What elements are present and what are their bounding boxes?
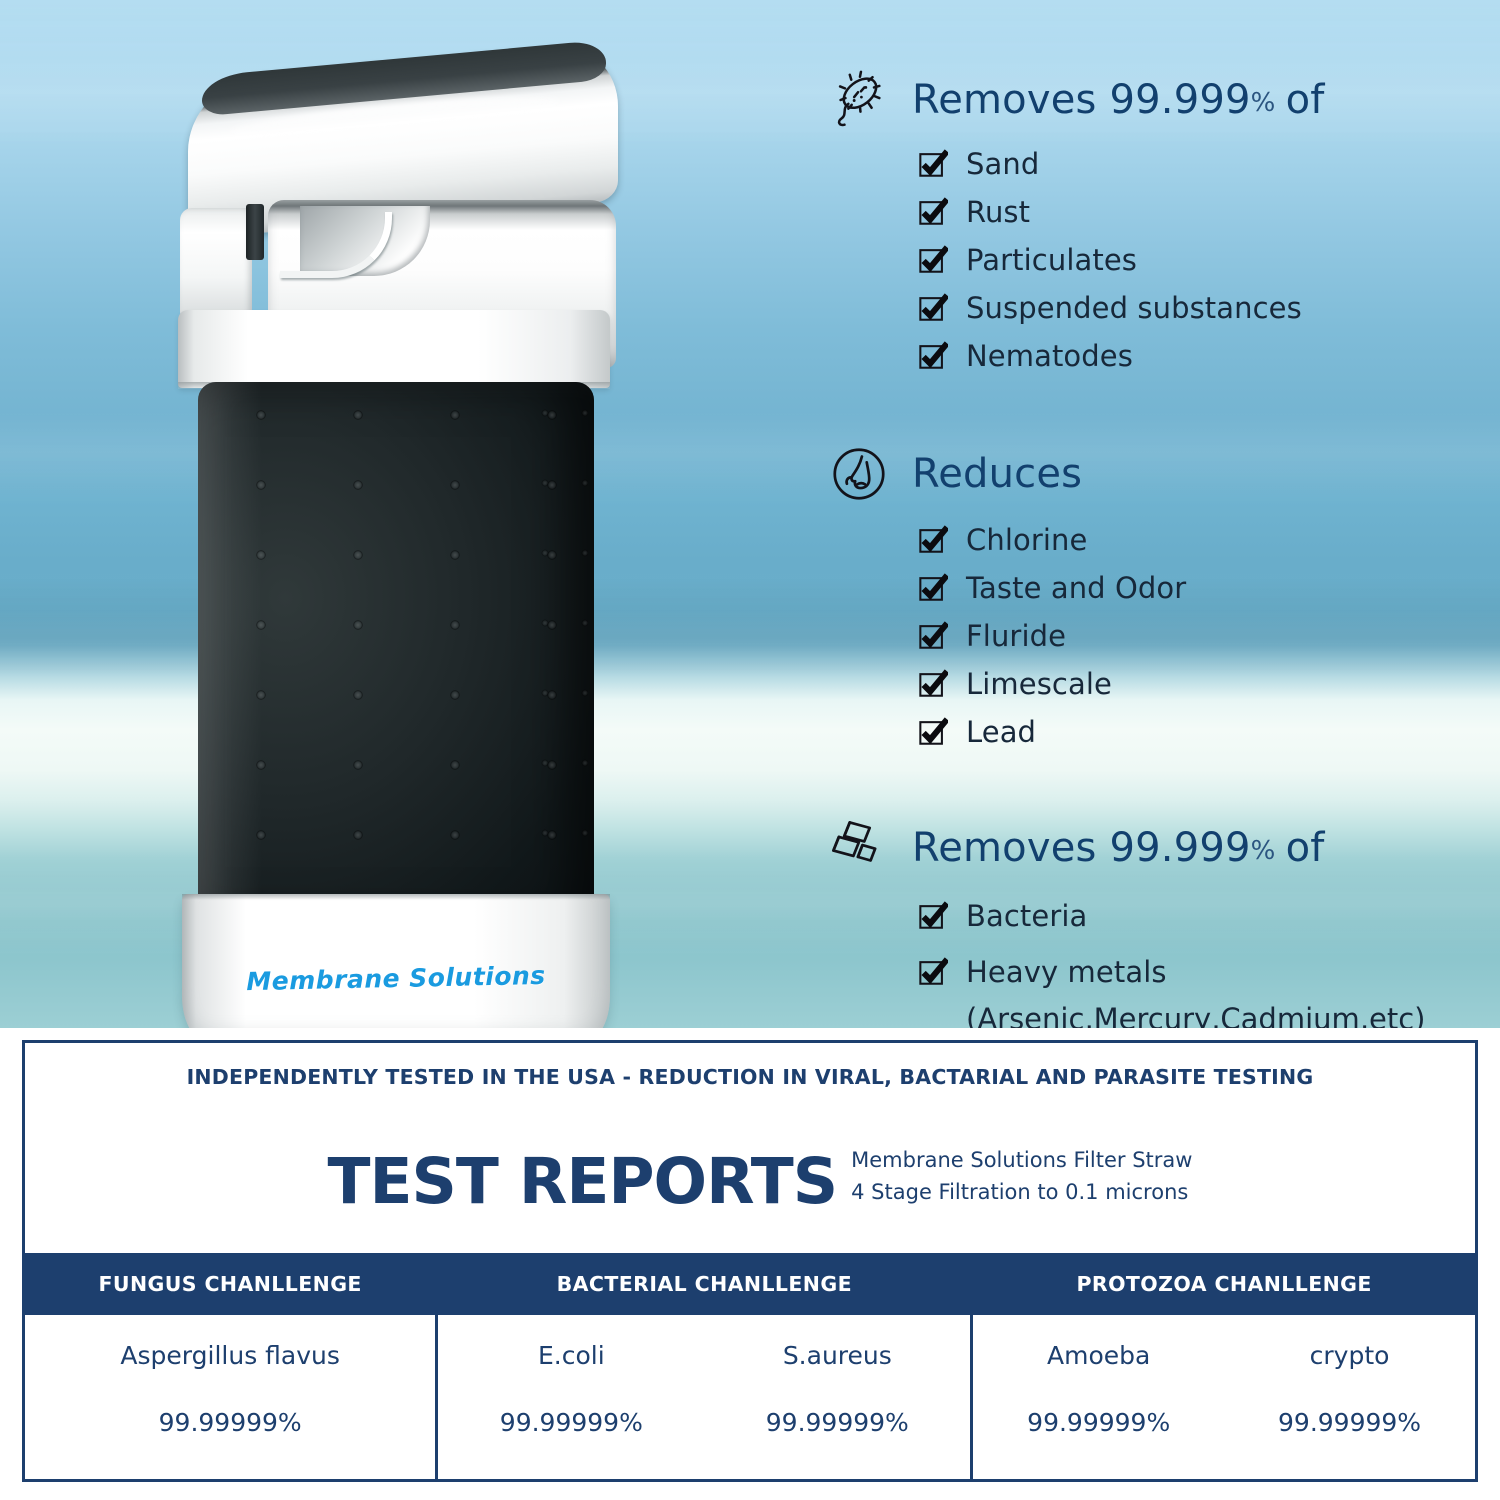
reduction-value: 99.99999% (765, 1408, 909, 1437)
list-item-label: Nematodes (966, 339, 1133, 373)
table-row: Aspergillus flavus 99.99999% (25, 1315, 435, 1479)
feature-section-removes-bio: Removes 99.999% of Bacteria (828, 810, 1428, 1028)
checkmark-icon (918, 669, 950, 699)
checkmark-icon (918, 245, 950, 275)
feature-section-title: Removes 99.999% of (912, 825, 1325, 871)
list-item-label: Rust (966, 195, 1031, 229)
list-item: Bacteria (918, 888, 1428, 944)
checkmark-icon (918, 149, 950, 179)
table-row: E.coli 99.99999% (438, 1315, 704, 1479)
results-table-header: FUNGUS CHANLLENGE BACTERIAL CHANLLENGE P… (25, 1253, 1475, 1315)
list-item: Suspended substances (918, 284, 1428, 332)
test-reports-subtitle: Membrane Solutions Filter Straw 4 Stage … (851, 1145, 1192, 1212)
list-item-label: Suspended substances (966, 291, 1302, 325)
list-item: Rust (918, 188, 1428, 236)
list-item-label: Particulates (966, 243, 1137, 277)
feature-section-heading: Removes 99.999% of (828, 810, 1428, 886)
feature-section-heading: Reduces (828, 436, 1428, 512)
checkmark-icon (918, 341, 950, 371)
organism-name: crypto (1309, 1341, 1390, 1370)
table-group-fungus: Aspergillus flavus 99.99999% (25, 1315, 435, 1479)
column-header-bacterial: BACTERIAL CHANLLENGE (556, 1272, 852, 1296)
feature-items: Bacteria Heavy metals (Arsenic,Mercury,C… (918, 888, 1428, 1028)
list-item: Fluride (918, 612, 1428, 660)
list-item-label: Fluride (966, 619, 1067, 653)
checkmark-icon (918, 957, 950, 987)
reduction-value: 99.99999% (1027, 1408, 1171, 1437)
list-item: Chlorine (918, 516, 1428, 564)
checkmark-icon (918, 525, 950, 555)
results-table-body: Aspergillus flavus 99.99999% E.coli 99.9… (25, 1315, 1475, 1479)
subtitle-line-2: 4 Stage Filtration to 0.1 microns (851, 1179, 1189, 1204)
list-item-label: Heavy metals (966, 955, 1167, 989)
grip-left-sheen (198, 382, 262, 922)
reduction-value: 99.99999% (158, 1408, 302, 1437)
list-item-label: Taste and Odor (966, 571, 1187, 605)
checkmark-icon (918, 573, 950, 603)
feature-list: Removes 99.999% of Sand (828, 62, 1428, 1028)
metal-bars-icon (828, 817, 890, 879)
organism-name: E.coli (537, 1341, 605, 1370)
list-item: Lead (918, 708, 1428, 756)
heavy-metals-examples: (Arsenic,Mercury,Cadmium,etc) (966, 1002, 1426, 1028)
feature-section-heading: Removes 99.999% of (828, 62, 1428, 138)
checkmark-icon (918, 621, 950, 651)
independently-tested-strapline: INDEPENDENTLY TESTED IN THE USA - REDUCT… (186, 1065, 1314, 1089)
page-title: TEST REPORTS (327, 1145, 839, 1219)
feature-section-title: Removes 99.999% of (912, 77, 1325, 123)
reduction-value: 99.99999% (1278, 1408, 1422, 1437)
bottle-hinge-side (180, 208, 252, 320)
checkmark-icon (918, 197, 950, 227)
list-item: Particulates (918, 236, 1428, 284)
list-item: Nematodes (918, 332, 1428, 380)
table-row: S.aureus 99.99999% (704, 1315, 970, 1479)
list-item-label: Chlorine (966, 523, 1088, 557)
bottle-base-seam (182, 894, 610, 900)
grip-dimple-pattern-edge (534, 382, 588, 922)
bottle-rubber-grip (198, 382, 594, 922)
bottle-hinge-post (246, 204, 264, 260)
nose-icon (828, 443, 890, 505)
feature-items: Chlorine Taste and Odor (918, 516, 1428, 756)
list-item-label: Bacteria (966, 899, 1088, 933)
test-reports-title-row: TEST REPORTS Membrane Solutions Filter S… (25, 1145, 1475, 1219)
list-item-label: Limescale (966, 667, 1112, 701)
list-item: Limescale (918, 660, 1428, 708)
organism-name: Aspergillus flavus (120, 1341, 340, 1370)
checkmark-icon (918, 293, 950, 323)
column-header-protozoa: PROTOZOA CHANLLENGE (1076, 1272, 1372, 1296)
list-item-label: Sand (966, 147, 1040, 181)
list-item: Sand (918, 140, 1428, 188)
table-group-protozoa: Amoeba 99.99999% crypto 99.99999% (973, 1315, 1475, 1479)
checkmark-icon (918, 717, 950, 747)
organism-name: Amoeba (1047, 1341, 1151, 1370)
grip-dimple-pattern (198, 382, 594, 922)
table-row: Amoeba 99.99999% (973, 1315, 1224, 1479)
column-header-fungus: FUNGUS CHANLLENGE (98, 1272, 362, 1296)
organism-name: S.aureus (782, 1341, 892, 1370)
product-hero-panel: Membrane Solutions (0, 0, 1500, 1028)
checkmark-icon (918, 901, 950, 931)
test-reports-card: INDEPENDENTLY TESTED IN THE USA - REDUCT… (22, 1040, 1478, 1482)
bacteria-icon (828, 69, 890, 131)
feature-section-title: Reduces (912, 451, 1083, 497)
table-row: crypto 99.99999% (1224, 1315, 1475, 1479)
reduction-value: 99.99999% (499, 1408, 643, 1437)
bottle-base (182, 894, 610, 1028)
feature-section-removes-particles: Removes 99.999% of Sand (828, 62, 1428, 380)
list-item: Taste and Odor (918, 564, 1428, 612)
list-item-label: Lead (966, 715, 1037, 749)
bottle-upper-collar (178, 310, 610, 388)
subtitle-line-1: Membrane Solutions Filter Straw (851, 1148, 1193, 1172)
product-image: Membrane Solutions (150, 39, 640, 1028)
feature-section-reduces: Reduces Chlorine (828, 436, 1428, 756)
feature-items: Sand Rust (918, 140, 1428, 380)
table-group-bacterial: E.coli 99.99999% S.aureus 99.99999% (435, 1315, 974, 1479)
list-item: Heavy metals (918, 944, 1428, 1000)
